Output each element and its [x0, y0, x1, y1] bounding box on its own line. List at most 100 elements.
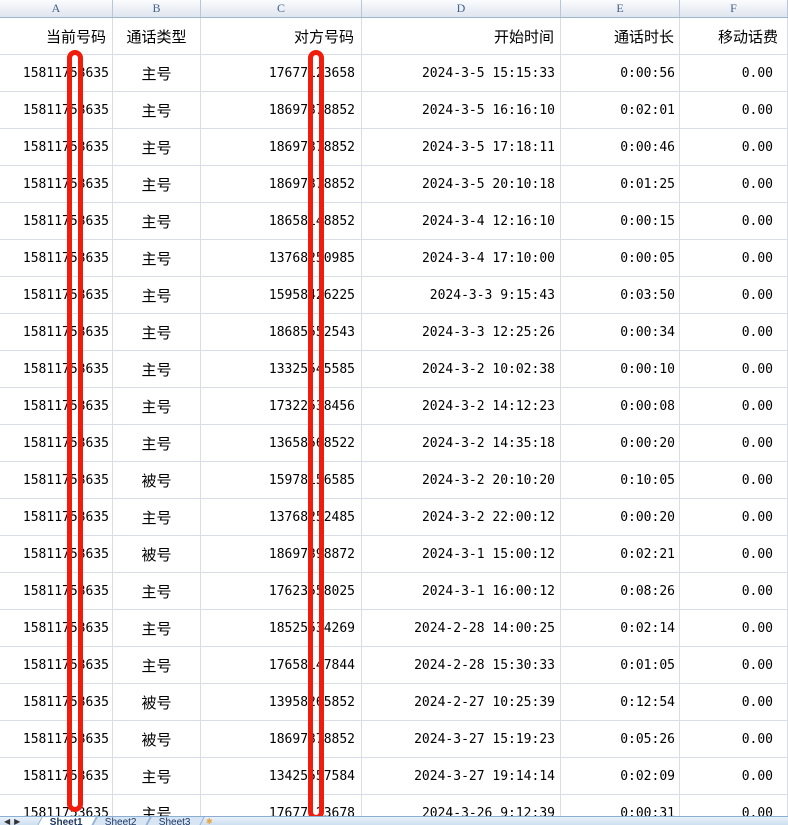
cell-call-type[interactable]: 主号 [113, 388, 201, 425]
column-letter-F[interactable]: F [680, 0, 788, 17]
cell-start-time[interactable]: 2024-3-4 17:10:00 [362, 240, 561, 277]
cell-other-number[interactable]: 13768250985 [201, 240, 362, 277]
cell-call-type[interactable]: 被号 [113, 684, 201, 721]
cell-call-type[interactable]: 主号 [113, 425, 201, 462]
cell-start-time[interactable]: 2024-3-2 10:02:38 [362, 351, 561, 388]
column-letter-C[interactable]: C [201, 0, 362, 17]
insert-sheet-tab[interactable]: ✱ [200, 817, 218, 825]
cell-call-duration[interactable]: 0:00:05 [561, 240, 680, 277]
cell-call-duration[interactable]: 0:02:21 [561, 536, 680, 573]
cell-current-number[interactable]: 15811753635 [0, 351, 113, 388]
cell-call-duration[interactable]: 0:12:54 [561, 684, 680, 721]
cell-call-duration[interactable]: 0:00:20 [561, 499, 680, 536]
cell-call-type[interactable]: 被号 [113, 536, 201, 573]
cell-call-type[interactable]: 主号 [113, 573, 201, 610]
header-current-number[interactable]: 当前号码 [0, 18, 113, 55]
cell-call-type[interactable]: 主号 [113, 240, 201, 277]
cell-current-number[interactable]: 15811753635 [0, 499, 113, 536]
cell-current-number[interactable]: 15811753635 [0, 92, 113, 129]
cell-current-number[interactable]: 15811753635 [0, 758, 113, 795]
sheet-tab-sheet2[interactable]: Sheet2 [89, 817, 151, 825]
header-call-duration[interactable]: 通话时长 [561, 18, 680, 55]
cell-mobile-fee[interactable]: 0.00 [680, 203, 788, 240]
cell-current-number[interactable]: 15811753635 [0, 610, 113, 647]
cell-call-type[interactable]: 被号 [113, 462, 201, 499]
cell-call-type[interactable]: 主号 [113, 203, 201, 240]
cell-call-duration[interactable]: 0:05:26 [561, 721, 680, 758]
sheet-tab-sheet3[interactable]: Sheet3 [142, 817, 204, 825]
cell-call-duration[interactable]: 0:00:15 [561, 203, 680, 240]
header-mobile-fee[interactable]: 移动话费 [680, 18, 788, 55]
cell-call-type[interactable]: 主号 [113, 92, 201, 129]
cell-other-number[interactable]: 18697378852 [201, 721, 362, 758]
cell-current-number[interactable]: 15811753635 [0, 240, 113, 277]
cell-start-time[interactable]: 2024-3-4 12:16:10 [362, 203, 561, 240]
cell-current-number[interactable]: 15811753635 [0, 462, 113, 499]
cell-current-number[interactable]: 15811753635 [0, 573, 113, 610]
cell-other-number[interactable]: 18658148852 [201, 203, 362, 240]
cell-call-type[interactable]: 主号 [113, 610, 201, 647]
cell-call-duration[interactable]: 0:02:09 [561, 758, 680, 795]
cell-start-time[interactable]: 2024-2-27 10:25:39 [362, 684, 561, 721]
cell-other-number[interactable]: 17658147844 [201, 647, 362, 684]
cell-call-type[interactable]: 主号 [113, 351, 201, 388]
cell-other-number[interactable]: 18697378852 [201, 129, 362, 166]
cell-other-number[interactable]: 13958265852 [201, 684, 362, 721]
cell-current-number[interactable]: 15811753635 [0, 536, 113, 573]
cell-mobile-fee[interactable]: 0.00 [680, 425, 788, 462]
cell-other-number[interactable]: 13325545585 [201, 351, 362, 388]
cell-other-number[interactable]: 15958426225 [201, 277, 362, 314]
cell-mobile-fee[interactable]: 0.00 [680, 462, 788, 499]
cell-mobile-fee[interactable]: 0.00 [680, 351, 788, 388]
cell-other-number[interactable]: 18697378852 [201, 166, 362, 203]
cell-call-duration[interactable]: 0:08:26 [561, 573, 680, 610]
cell-mobile-fee[interactable]: 0.00 [680, 758, 788, 795]
cell-mobile-fee[interactable]: 0.00 [680, 684, 788, 721]
cell-call-type[interactable]: 主号 [113, 166, 201, 203]
cell-call-type[interactable]: 主号 [113, 758, 201, 795]
cell-other-number[interactable]: 17623558025 [201, 573, 362, 610]
cell-start-time[interactable]: 2024-2-28 14:00:25 [362, 610, 561, 647]
cell-other-number[interactable]: 18685552543 [201, 314, 362, 351]
cell-call-duration[interactable]: 0:01:25 [561, 166, 680, 203]
cell-current-number[interactable]: 15811753635 [0, 166, 113, 203]
cell-call-type[interactable]: 主号 [113, 129, 201, 166]
cell-start-time[interactable]: 2024-3-3 12:25:26 [362, 314, 561, 351]
cell-mobile-fee[interactable]: 0.00 [680, 610, 788, 647]
cell-mobile-fee[interactable]: 0.00 [680, 499, 788, 536]
cell-call-duration[interactable]: 0:00:10 [561, 351, 680, 388]
cell-mobile-fee[interactable]: 0.00 [680, 573, 788, 610]
cell-other-number[interactable]: 13425557584 [201, 758, 362, 795]
cell-start-time[interactable]: 2024-3-5 17:18:11 [362, 129, 561, 166]
cell-other-number[interactable]: 15978156585 [201, 462, 362, 499]
column-letter-B[interactable]: B [113, 0, 201, 17]
cell-call-duration[interactable]: 0:00:08 [561, 388, 680, 425]
cell-call-duration[interactable]: 0:02:01 [561, 92, 680, 129]
cell-call-duration[interactable]: 0:03:50 [561, 277, 680, 314]
cell-other-number[interactable]: 17322538456 [201, 388, 362, 425]
cell-start-time[interactable]: 2024-3-5 15:15:33 [362, 55, 561, 92]
cell-current-number[interactable]: 15811753635 [0, 721, 113, 758]
cell-mobile-fee[interactable]: 0.00 [680, 536, 788, 573]
cell-start-time[interactable]: 2024-3-5 16:16:10 [362, 92, 561, 129]
cell-call-type[interactable]: 主号 [113, 277, 201, 314]
cell-other-number[interactable]: 18697378852 [201, 92, 362, 129]
cell-other-number[interactable]: 13658568522 [201, 425, 362, 462]
cell-call-duration[interactable]: 0:00:34 [561, 314, 680, 351]
cell-mobile-fee[interactable]: 0.00 [680, 721, 788, 758]
cell-mobile-fee[interactable]: 0.00 [680, 277, 788, 314]
tab-scroll-left-icon[interactable]: ◀ [4, 817, 11, 825]
cell-call-duration[interactable]: 0:00:56 [561, 55, 680, 92]
cell-current-number[interactable]: 15811753635 [0, 388, 113, 425]
cell-current-number[interactable]: 15811753635 [0, 425, 113, 462]
cell-current-number[interactable]: 15811753635 [0, 647, 113, 684]
column-letter-E[interactable]: E [561, 0, 680, 17]
cell-start-time[interactable]: 2024-3-2 22:00:12 [362, 499, 561, 536]
cell-call-type[interactable]: 被号 [113, 721, 201, 758]
cell-start-time[interactable]: 2024-2-28 15:30:33 [362, 647, 561, 684]
cell-call-duration[interactable]: 0:10:05 [561, 462, 680, 499]
cell-call-duration[interactable]: 0:01:05 [561, 647, 680, 684]
cell-call-type[interactable]: 主号 [113, 314, 201, 351]
cell-current-number[interactable]: 15811753635 [0, 277, 113, 314]
cell-mobile-fee[interactable]: 0.00 [680, 129, 788, 166]
